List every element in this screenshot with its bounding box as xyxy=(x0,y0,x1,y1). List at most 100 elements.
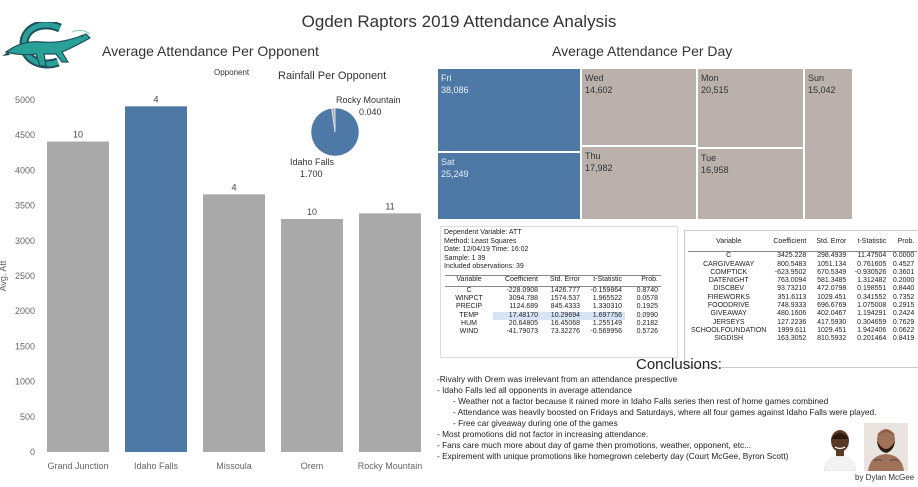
column-header: Variable xyxy=(445,275,493,287)
table-cell: 0.0622 xyxy=(892,326,915,334)
table-cell: 93.73210 xyxy=(777,285,807,293)
table-row: WIND -41.79073 73.32276 -0.569956 0.5726 xyxy=(445,328,661,336)
conclusion-line: - Expirement with unique promotions like… xyxy=(437,451,789,461)
page-title: Ogden Raptors 2019 Attendance Analysis xyxy=(301,12,617,31)
table-row: PRECIP 1124.689 845.4333 1.330310 0.1925 xyxy=(445,303,661,311)
table-cell: FIREWORKS xyxy=(707,293,750,301)
bar xyxy=(281,218,343,452)
cell-value: 16,958 xyxy=(701,165,729,175)
table-cell: C xyxy=(466,286,472,294)
table-cell: 11.47504 xyxy=(857,252,887,260)
table-cell: 1.312482 xyxy=(857,277,887,285)
cell-day: Sat xyxy=(441,157,455,167)
table-cell: 1426.777 xyxy=(550,286,580,294)
y-tick-label: 1000 xyxy=(15,377,35,387)
table-cell: WIND xyxy=(459,328,479,336)
table-cell: 1999.611 xyxy=(777,326,807,334)
column-header: Std. Error xyxy=(809,235,850,253)
table-cell: FOODDRIVE xyxy=(707,302,750,310)
table-cell: 163.3052 xyxy=(777,335,807,343)
table-cell: 0.2915 xyxy=(892,302,915,310)
treemap: Fri 38,086 Sat 25,249 Wed 14,602 Thu 17,… xyxy=(437,68,853,220)
pie-slice-label: Rocky Mountain xyxy=(336,95,401,105)
pie-label-rocky-mountain: Rocky Mountain 0.040 xyxy=(336,94,401,118)
table-header-row: Variable Coefficient Std. Error t-Statis… xyxy=(688,235,918,253)
table-cell: 0.7352 xyxy=(892,293,915,301)
regression-table-weather: Dependent Variable: ATT Method: Least Sq… xyxy=(440,226,678,358)
column-header: Variable xyxy=(688,235,770,253)
y-tick-label: 3500 xyxy=(15,201,35,211)
table-row: C 3425.228 298.4939 11.47504 0.0000 xyxy=(688,252,917,261)
bar-chart-title: Average Attendance Per Opponent xyxy=(102,43,319,59)
y-tick-label: 500 xyxy=(20,412,35,422)
bar-data-label: 10 xyxy=(73,130,83,140)
x-tick-label: Idaho Falls xyxy=(134,461,179,471)
table-cell: 402.0467 xyxy=(817,310,847,318)
x-tick-label: Orem xyxy=(301,461,324,471)
table-cell: -41.79073 xyxy=(506,328,538,336)
table-cell: 127.2236 xyxy=(777,318,807,326)
info-line: Dependent Variable: ATT xyxy=(444,229,522,236)
table-cell: 1.194291 xyxy=(857,310,887,318)
table-cell: 763.0094 xyxy=(777,277,807,285)
conclusion-line: - Idaho Falls led all opponents in avera… xyxy=(437,385,633,395)
byline: by Dylan McGee xyxy=(855,473,915,482)
table-cell: 1.075008 xyxy=(857,302,887,310)
table-cell: 1574.537 xyxy=(550,295,580,303)
x-tick-label: Grand Junction xyxy=(47,461,108,471)
conclusions-list: -Rivalry with Orem was irrelevant from a… xyxy=(437,374,907,462)
cell-day: Fri xyxy=(441,73,452,83)
pie-slice-value: 1.700 xyxy=(300,169,323,179)
table-cell: 3425.228 xyxy=(777,252,807,260)
treemap-cell-wed: Wed 14,602 xyxy=(581,68,697,146)
table-cell: 670.5349 xyxy=(817,268,847,276)
table-cell: -0.569956 xyxy=(590,328,622,336)
table-cell: DATENIGHT xyxy=(708,277,749,285)
table-cell: 17.48170 xyxy=(493,311,541,320)
cell-day: Mon xyxy=(701,73,719,83)
cell-value: 25,249 xyxy=(441,169,469,179)
info-line: Included observations: 39 xyxy=(444,263,524,270)
table-row: DISCBEV 93.73210 472.0798 0.198551 0.8440 xyxy=(688,285,917,293)
legend-label: Opponent xyxy=(214,68,250,77)
table-cell: 0.201464 xyxy=(857,335,887,343)
table-cell: 1029.451 xyxy=(817,326,847,334)
table-cell: 0.1925 xyxy=(636,303,658,311)
info-line: Sample: 1 39 xyxy=(444,254,486,262)
bar-data-label: 4 xyxy=(153,94,158,104)
table-cell: 800.5483 xyxy=(777,260,807,268)
table-cell: -0.930526 xyxy=(854,268,887,276)
bar-chart: 0 500 1000 1500 2000 2500 3000 3500 4000 4500 5000… xyxy=(0,94,422,471)
treemap-title: Average Attendance Per Day xyxy=(552,43,733,59)
bar xyxy=(47,141,109,452)
table-cell: 1.697756 xyxy=(583,311,625,320)
conclusions-title: Conclusions: xyxy=(636,356,722,373)
table-cell: 1.255149 xyxy=(592,319,622,327)
table-cell: 1.330310 xyxy=(592,303,622,311)
table-cell: JERSEYS xyxy=(712,318,745,326)
table-row: DATENIGHT 763.0094 581.3485 1.312482 0.2000 xyxy=(688,277,917,285)
table-row: WINPCT 3094.788 1574.537 1.965522 0.0578 xyxy=(445,295,661,303)
table-cell: 73.32276 xyxy=(550,328,580,336)
bar xyxy=(125,106,187,452)
table-cell: GIVEAWAY xyxy=(710,310,747,318)
table-cell: COMPTICK xyxy=(710,268,748,276)
cell-day: Thu xyxy=(585,151,601,161)
table-cell: 0.2182 xyxy=(636,319,658,327)
info-line: Date: 12/04/19 Time: 16:02 xyxy=(444,246,529,253)
bar-data-label: 10 xyxy=(307,207,317,217)
y-tick-label: 4000 xyxy=(15,165,35,175)
byron-scott-photo xyxy=(864,423,908,471)
table-cell: SIGDISH xyxy=(714,335,744,343)
table-cell: WINPCT xyxy=(455,295,483,303)
pie-label-idaho-falls: Idaho Falls 1.700 xyxy=(290,156,334,180)
y-tick-label: 5000 xyxy=(15,95,35,105)
table-cell: 16.45068 xyxy=(550,319,580,327)
cell-value: 38,086 xyxy=(441,85,469,95)
cell-value: 17,982 xyxy=(585,163,613,173)
table-row: SCHOOLFOUNDATION 1999.611 1029.451 1.942406… xyxy=(688,327,917,335)
table-row: HUM 20.64805 16.45068 1.255149 0.2182 xyxy=(445,320,661,328)
pie-slice-label: Idaho Falls xyxy=(290,157,335,167)
table-row: C -228.0908 1426.777 -0.159864 0.8740 xyxy=(445,286,661,295)
ogden-raptors-logo xyxy=(2,22,91,69)
